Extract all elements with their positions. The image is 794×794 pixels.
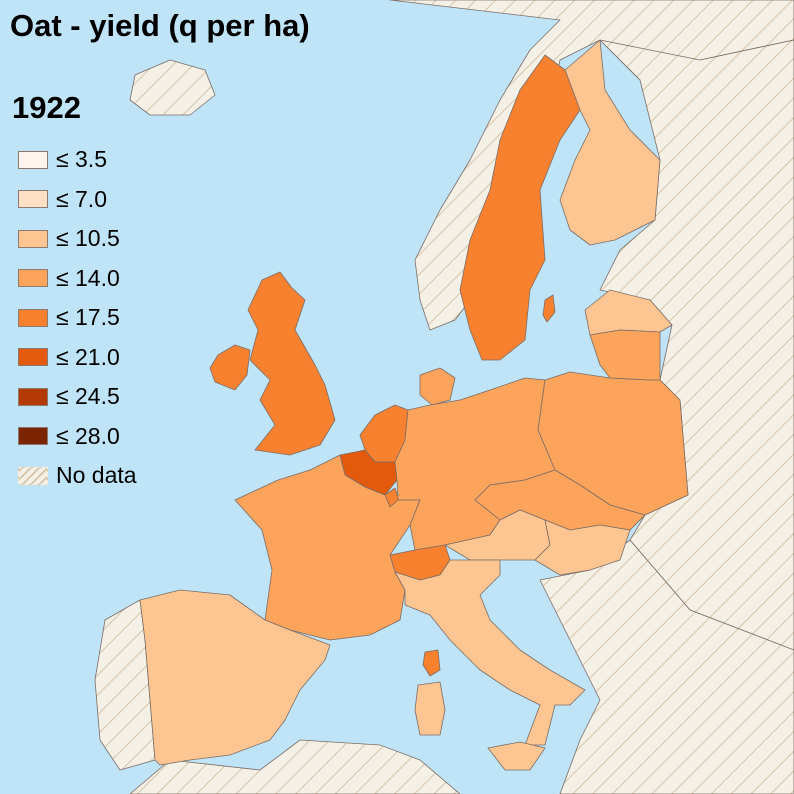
legend-item: ≤ 17.5 [18,298,137,338]
legend-swatch [18,387,48,406]
legend-label: ≤ 10.5 [56,225,120,252]
region-uk [247,271,336,456]
legend: ≤ 3.5 ≤ 7.0 ≤ 10.5 ≤ 14.0 ≤ 17.5 ≤ 21.0 … [18,140,137,496]
region-france [234,454,421,641]
region-gotland [542,294,556,323]
legend-label: No data [56,462,137,489]
region-ireland [209,344,251,391]
region-denmark [419,367,456,406]
region-iceland [129,59,216,116]
region-corsica [422,649,441,677]
region-italy [394,559,586,746]
legend-label: ≤ 24.5 [56,383,120,410]
legend-swatch [18,190,48,209]
region-lithuania [589,329,661,381]
legend-swatch [18,269,48,288]
region-north-africa [129,739,461,794]
region-finland [559,39,661,246]
legend-item: ≤ 28.0 [18,417,137,457]
legend-swatch [18,348,48,367]
legend-label: ≤ 21.0 [56,343,120,370]
region-spain [139,589,331,766]
legend-swatch [18,150,48,169]
map-title: Oat - yield (q per ha) [10,8,310,43]
legend-label: ≤ 3.5 [56,146,107,173]
region-hungary [534,519,631,576]
legend-item: ≤ 24.5 [18,377,137,417]
region-sicily [487,741,546,771]
legend-label: ≤ 7.0 [56,185,107,212]
region-sardinia [414,681,446,736]
legend-label: ≤ 14.0 [56,264,120,291]
legend-swatch [18,308,48,327]
legend-item: ≤ 3.5 [18,140,137,180]
legend-label: ≤ 28.0 [56,422,120,449]
legend-swatch-no-data [18,466,48,485]
legend-item: ≤ 7.0 [18,180,137,220]
legend-swatch [18,229,48,248]
legend-label: ≤ 17.5 [56,304,120,331]
region-sweden [459,54,581,361]
legend-item: No data [18,456,137,496]
legend-item: ≤ 21.0 [18,338,137,378]
map-year: 1922 [12,90,81,125]
legend-item: ≤ 14.0 [18,259,137,299]
legend-item: ≤ 10.5 [18,219,137,259]
legend-swatch [18,427,48,446]
